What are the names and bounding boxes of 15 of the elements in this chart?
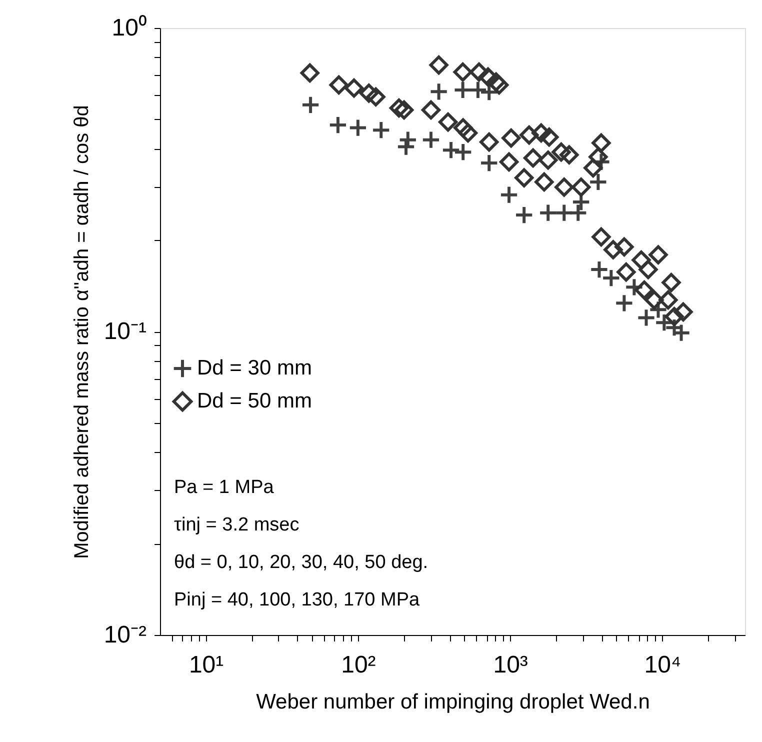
y-tick-label: 10⁰ xyxy=(112,14,146,42)
x-tick-label: 10⁴ xyxy=(644,652,682,678)
annotation: Pa = 1 MPa xyxy=(174,476,274,498)
x-tick-label: 10² xyxy=(341,652,376,678)
annotation: Pinj = 40, 100, 130, 170 MPa xyxy=(174,589,420,610)
annotation: τinj = 3.2 msec xyxy=(174,514,300,536)
x-tick-label: 10¹ xyxy=(188,652,224,678)
y-axis-title: Modified adhered mass ratio α''adh = αadh / cos θd xyxy=(70,105,93,559)
legend-label: Dd = 50 mm xyxy=(197,390,312,412)
y-tick-label: 10⁻² xyxy=(104,622,147,648)
x-axis-title: Weber number of impinging droplet Wed.n xyxy=(256,690,650,714)
legend-label: Dd = 30 mm xyxy=(197,356,312,380)
x-tick-label: 10³ xyxy=(493,652,528,678)
annotation: θd = 0, 10, 20, 30, 40, 50 deg. xyxy=(174,552,428,573)
y-tick-label: 10⁻¹ xyxy=(104,318,147,345)
